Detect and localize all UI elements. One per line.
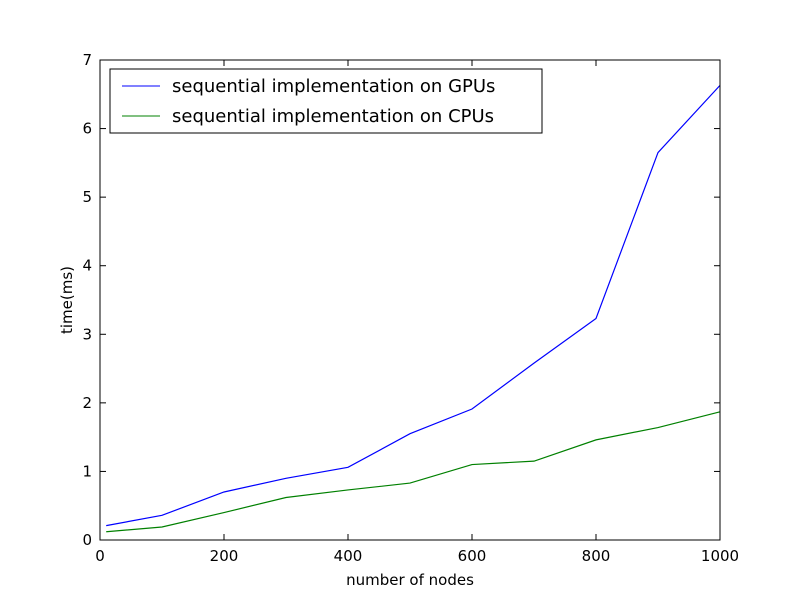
y-tick-label: 2 bbox=[82, 394, 92, 412]
x-tick-label: 1000 bbox=[701, 547, 739, 565]
x-tick-label: 400 bbox=[334, 547, 363, 565]
y-axis-label: time(ms) bbox=[58, 266, 76, 334]
series-group bbox=[106, 84, 721, 533]
y-tick-label: 7 bbox=[82, 51, 92, 69]
y-tick-label: 1 bbox=[82, 462, 92, 480]
series-line-cpu bbox=[106, 411, 721, 533]
axes-frame bbox=[99, 59, 721, 541]
x-tick-label: 200 bbox=[210, 547, 239, 565]
ticks-group: 0 200 400 600 800 1000 0 1 2 3 4 5 6 7 bbox=[82, 51, 739, 565]
y-tick-label: 6 bbox=[82, 120, 92, 138]
x-tick-label: 0 bbox=[95, 547, 105, 565]
legend-label-cpu: sequential implementation on CPUs bbox=[172, 106, 494, 127]
y-tick-label: 0 bbox=[82, 531, 92, 549]
y-tick-label: 3 bbox=[82, 325, 92, 343]
x-axis-label: number of nodes bbox=[346, 571, 474, 589]
legend: sequential implementation on GPUs sequen… bbox=[109, 68, 543, 134]
legend-box bbox=[109, 68, 543, 134]
y-tick-label: 5 bbox=[82, 188, 92, 206]
series-line-gpu bbox=[106, 84, 721, 527]
y-tick-label: 4 bbox=[82, 257, 92, 275]
x-tick-label: 600 bbox=[458, 547, 487, 565]
x-tick-label: 800 bbox=[582, 547, 611, 565]
legend-label-gpu: sequential implementation on GPUs bbox=[172, 76, 495, 97]
